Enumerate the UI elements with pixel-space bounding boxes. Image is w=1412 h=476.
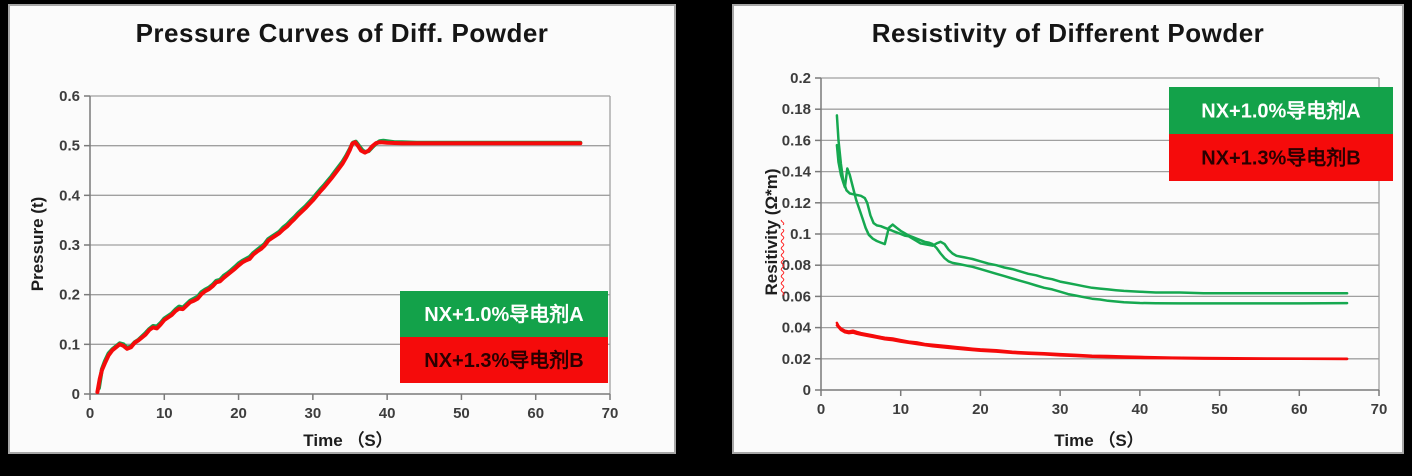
- y-tick-label: 0.04: [782, 320, 812, 337]
- x-tick-label: 0: [817, 401, 825, 418]
- y-tick-label: 0.14: [782, 164, 812, 181]
- resistivity-y-axis-title-unit: (Ω*m): [762, 168, 781, 220]
- pressure-chart-title: Pressure Curves of Diff. Powder: [135, 18, 549, 48]
- y-tick-label: 0: [803, 382, 811, 399]
- resistivity-chart-title: Resistivity of Different Powder: [871, 18, 1265, 48]
- pressure-y-axis-title: Pressure (t): [28, 197, 48, 291]
- pressure-chart-panel: 0 0.1 0.2 0.3 0.4 0.5 0.6 0 10 20 30 40 50 60 70 NX+1.0…: [8, 4, 676, 454]
- x-tick-label: 70: [1371, 401, 1388, 418]
- y-tick-label: 0.6: [59, 88, 80, 105]
- legend-label: NX+1.0%导电剂A: [1201, 99, 1361, 123]
- y-tick-label: 0.02: [782, 351, 811, 368]
- y-tick-label: 0.3: [59, 237, 80, 254]
- y-tick-label: 0.2: [790, 70, 811, 87]
- y-tick-label: 0.1: [59, 336, 80, 353]
- resistivity-x-axis-title: Time （S）: [1054, 431, 1144, 450]
- x-tick-label: 0: [86, 405, 94, 422]
- series-line: [835, 143, 1349, 305]
- x-tick-label: 40: [379, 405, 396, 422]
- pressure-y-axis-title-text: Pressure (t): [28, 196, 47, 292]
- resistivity-chart-panel: 0 0.02 0.04 0.06 0.08 0.1 0.12 0.14 0.16 0.18 0.2 0…: [732, 4, 1404, 454]
- x-tick-label: 20: [972, 401, 989, 418]
- y-tick-label: 0.4: [59, 187, 81, 204]
- tick-labels: 0 0.02 0.04 0.06 0.08 0.1 0.12 0.14 0.16 0.18 0.2 0…: [782, 70, 1388, 418]
- y-tick-label: 0.18: [782, 101, 811, 118]
- resistivity-y-axis-title-text: Resitivity: [762, 219, 781, 296]
- x-tick-label: 60: [1291, 401, 1308, 418]
- series-line: [835, 321, 1349, 361]
- x-tick-label: 70: [602, 405, 619, 422]
- tick-labels: 0 0.1 0.2 0.3 0.4 0.5 0.6 0 10 20 30 40 50 60 70: [59, 88, 618, 422]
- legend-swatch: [400, 291, 608, 337]
- y-tick-label: 0.5: [59, 138, 80, 155]
- x-tick-label: 10: [156, 405, 173, 422]
- x-tick-label: 20: [230, 405, 247, 422]
- series: [95, 138, 583, 394]
- legend: NX+1.0%导电剂A NX+1.3%导电剂B: [400, 291, 608, 383]
- series-line: [835, 114, 1349, 295]
- resistivity-chart-plot: 0 0.02 0.04 0.06 0.08 0.1 0.12 0.14 0.16 0.18 0.2 0…: [782, 70, 1393, 418]
- series-line: [835, 324, 1349, 361]
- legend-label: NX+1.3%导电剂B: [1201, 146, 1361, 170]
- legend-label: NX+1.3%导电剂B: [424, 348, 584, 372]
- y-tick-label: 0.1: [790, 226, 811, 243]
- legend-label: NX+1.0%导电剂A: [424, 302, 584, 326]
- x-tick-label: 10: [892, 401, 909, 418]
- x-tick-label: 50: [453, 405, 470, 422]
- x-tick-label: 30: [305, 405, 322, 422]
- series: [835, 114, 1349, 361]
- legend-swatch: [1169, 134, 1393, 181]
- pressure-chart-plot: 0 0.1 0.2 0.3 0.4 0.5 0.6 0 10 20 30 40 50 60 70 NX+1.0…: [59, 88, 618, 422]
- x-tick-label: 60: [527, 405, 544, 422]
- y-tick-label: 0: [72, 386, 80, 403]
- legend-swatch: [1169, 87, 1393, 134]
- y-tick-label: 0.16: [782, 132, 811, 149]
- y-tick-label: 0.12: [782, 195, 811, 212]
- y-tick-label: 0.2: [59, 287, 80, 304]
- resistivity-y-axis-title: Resitivity (Ω*m): [762, 168, 782, 295]
- y-tick-label: 0.08: [782, 257, 811, 274]
- series-line: [95, 140, 583, 394]
- legend-swatch: [400, 337, 608, 383]
- x-tick-label: 30: [1052, 401, 1069, 418]
- legend: NX+1.0%导电剂A NX+1.3%导电剂B: [1169, 87, 1393, 181]
- x-tick-label: 50: [1211, 401, 1228, 418]
- pressure-x-axis-title: Time （S）: [303, 431, 393, 450]
- x-tick-label: 40: [1132, 401, 1149, 418]
- y-tick-label: 0.06: [782, 288, 811, 305]
